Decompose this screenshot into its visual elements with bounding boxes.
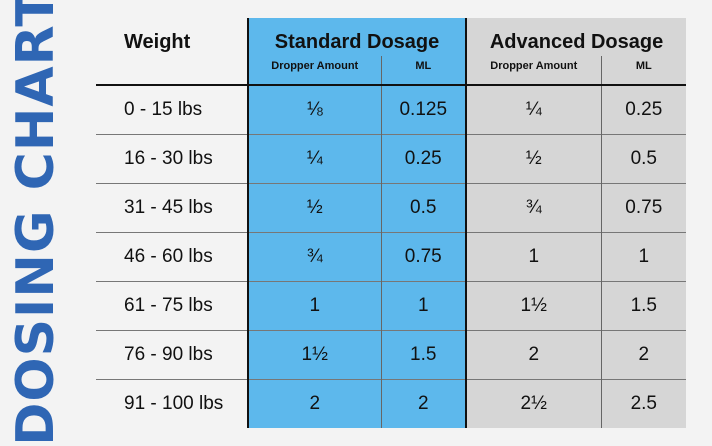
advanced-dropper-cell: ¼: [465, 85, 602, 135]
standard-ml-cell: 2: [380, 379, 467, 428]
advanced-dropper-cell: 2: [465, 330, 602, 380]
standard-dropper-cell: 2: [247, 379, 381, 428]
advanced-dosage-header: Advanced Dosage: [465, 18, 687, 56]
weight-cell: 91 - 100 lbs: [96, 379, 248, 428]
advanced-dropper-subheader: Dropper Amount: [465, 56, 602, 86]
standard-dropper-cell: ¼: [247, 134, 381, 184]
advanced-ml-cell: 1: [600, 232, 687, 282]
weight-cell: 16 - 30 lbs: [96, 134, 248, 184]
table-row: 0 - 15 lbs ⅛ 0.125 ¼ 0.25: [96, 85, 687, 135]
advanced-ml-cell: 2.5: [600, 379, 687, 428]
standard-ml-cell: 1: [380, 281, 467, 331]
standard-dosage-header: Standard Dosage: [246, 18, 467, 56]
standard-ml-cell: 1.5: [380, 330, 467, 380]
weight-cell: 31 - 45 lbs: [96, 183, 248, 233]
table-row: 16 - 30 lbs ¼ 0.25 ½ 0.5: [96, 134, 687, 184]
table-row: 31 - 45 lbs ½ 0.5 ¾ 0.75: [96, 183, 687, 233]
table-row: 76 - 90 lbs 1½ 1.5 2 2: [96, 330, 687, 380]
standard-dropper-subheader: Dropper Amount: [247, 56, 381, 86]
standard-ml-cell: 0.75: [380, 232, 467, 282]
standard-dropper-cell: ⅛: [247, 85, 381, 135]
advanced-dropper-cell: 1: [465, 232, 602, 282]
chart-title-text: DOSING CHART: [6, 0, 67, 446]
standard-ml-subheader: ML: [380, 56, 467, 86]
weight-cell: 0 - 15 lbs: [96, 85, 248, 135]
standard-dropper-cell: 1: [247, 281, 381, 331]
weight-cell: 76 - 90 lbs: [96, 330, 248, 380]
chart-title: DOSING CHART: [4, 0, 68, 446]
advanced-ml-cell: 0.5: [600, 134, 687, 184]
advanced-ml-subheader: ML: [600, 56, 687, 86]
standard-ml-cell: 0.5: [380, 183, 467, 233]
standard-dropper-cell: ¾: [247, 232, 381, 282]
weight-subheader: [96, 56, 248, 86]
dosing-table: Weight Standard Dosage Advanced Dosage D…: [96, 18, 687, 428]
standard-dropper-cell: ½: [247, 183, 381, 233]
standard-ml-cell: 0.125: [380, 85, 467, 135]
advanced-ml-cell: 0.75: [600, 183, 687, 233]
advanced-dropper-cell: 1½: [465, 281, 602, 331]
advanced-dropper-cell: ½: [465, 134, 602, 184]
advanced-ml-cell: 0.25: [600, 85, 687, 135]
table-row: 61 - 75 lbs 1 1 1½ 1.5: [96, 281, 687, 331]
table-row: 91 - 100 lbs 2 2 2½ 2.5: [96, 379, 687, 428]
standard-dropper-cell: 1½: [247, 330, 381, 380]
table-row: 46 - 60 lbs ¾ 0.75 1 1: [96, 232, 687, 282]
standard-ml-cell: 0.25: [380, 134, 467, 184]
weight-cell: 46 - 60 lbs: [96, 232, 248, 282]
advanced-ml-cell: 2: [600, 330, 687, 380]
advanced-dropper-cell: 2½: [465, 379, 602, 428]
weight-cell: 61 - 75 lbs: [96, 281, 248, 331]
advanced-ml-cell: 1.5: [600, 281, 687, 331]
advanced-dropper-cell: ¾: [465, 183, 602, 233]
weight-header: Weight: [124, 31, 191, 53]
